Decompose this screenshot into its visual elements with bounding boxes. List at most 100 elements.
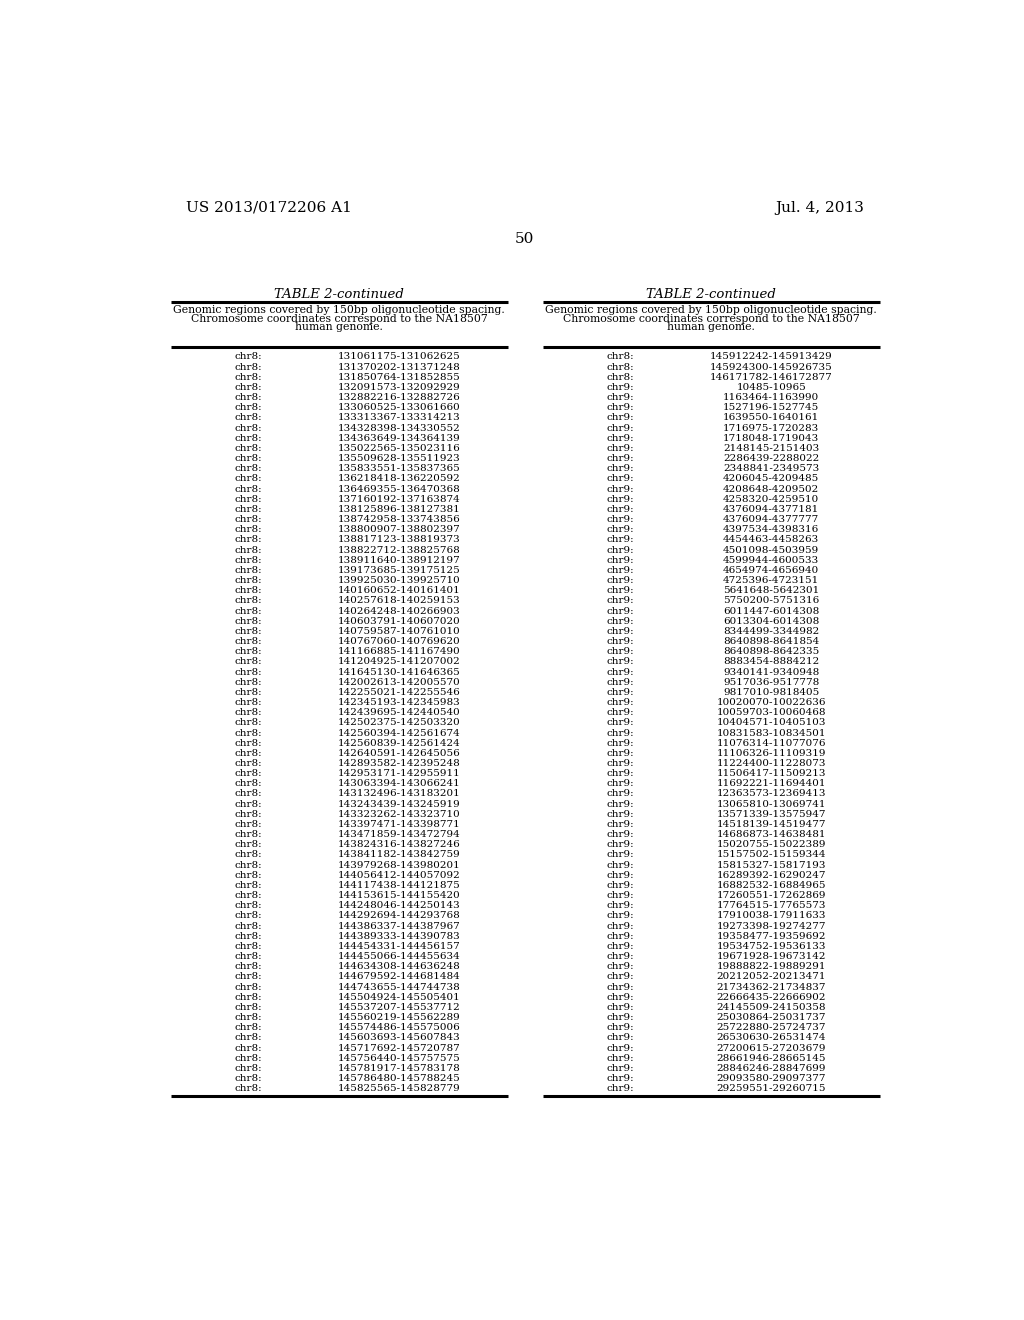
Text: chr8:: chr8:	[234, 952, 262, 961]
Text: chr9:: chr9:	[606, 820, 634, 829]
Text: 29259551-29260715: 29259551-29260715	[717, 1084, 826, 1093]
Text: chr9:: chr9:	[606, 607, 634, 615]
Text: 10404571-10405103: 10404571-10405103	[717, 718, 826, 727]
Text: chr9:: chr9:	[606, 759, 634, 768]
Text: chr8:: chr8:	[234, 607, 262, 615]
Text: 25030864-25031737: 25030864-25031737	[717, 1014, 826, 1022]
Text: chr9:: chr9:	[606, 1053, 634, 1063]
Text: 50: 50	[515, 231, 535, 246]
Text: 134328398-134330552: 134328398-134330552	[338, 424, 461, 433]
Text: chr9:: chr9:	[606, 434, 634, 442]
Text: chr8:: chr8:	[234, 545, 262, 554]
Text: 9817010-9818405: 9817010-9818405	[723, 688, 819, 697]
Text: chr9:: chr9:	[606, 729, 634, 738]
Text: chr8:: chr8:	[234, 770, 262, 779]
Text: 1716975-1720283: 1716975-1720283	[723, 424, 819, 433]
Text: chr8:: chr8:	[234, 424, 262, 433]
Text: 144455066-144455634: 144455066-144455634	[338, 952, 461, 961]
Text: chr9:: chr9:	[606, 748, 634, 758]
Text: 11106326-11109319: 11106326-11109319	[717, 748, 826, 758]
Text: chr8:: chr8:	[234, 434, 262, 442]
Text: 15815327-15817193: 15815327-15817193	[717, 861, 826, 870]
Text: chr8:: chr8:	[234, 515, 262, 524]
Text: chr9:: chr9:	[606, 718, 634, 727]
Text: 8640898-8641854: 8640898-8641854	[723, 638, 819, 645]
Text: chr9:: chr9:	[606, 952, 634, 961]
Text: 11506417-11509213: 11506417-11509213	[717, 770, 826, 779]
Text: chr9:: chr9:	[606, 484, 634, 494]
Text: 138822712-138825768: 138822712-138825768	[338, 545, 461, 554]
Text: chr8:: chr8:	[234, 372, 262, 381]
Text: 17910038-17911633: 17910038-17911633	[717, 911, 826, 920]
Text: chr9:: chr9:	[606, 973, 634, 982]
Text: 17764515-17765573: 17764515-17765573	[717, 902, 826, 911]
Text: 140257618-140259153: 140257618-140259153	[338, 597, 461, 606]
Text: chr9:: chr9:	[606, 454, 634, 463]
Text: 140264248-140266903: 140264248-140266903	[338, 607, 461, 615]
Text: 139925030-139925710: 139925030-139925710	[338, 576, 461, 585]
Text: 4258320-4259510: 4258320-4259510	[723, 495, 819, 504]
Text: 131061175-131062625: 131061175-131062625	[338, 352, 461, 362]
Text: 11224400-11228073: 11224400-11228073	[717, 759, 826, 768]
Text: 142439695-142440540: 142439695-142440540	[338, 708, 461, 717]
Text: 6013304-6014308: 6013304-6014308	[723, 616, 819, 626]
Text: 15020755-15022389: 15020755-15022389	[717, 841, 826, 849]
Text: chr8:: chr8:	[234, 616, 262, 626]
Text: 17260551-17262869: 17260551-17262869	[717, 891, 826, 900]
Text: chr8:: chr8:	[234, 413, 262, 422]
Text: chr8:: chr8:	[234, 444, 262, 453]
Text: chr9:: chr9:	[606, 668, 634, 677]
Text: chr8:: chr8:	[234, 454, 262, 463]
Text: chr8:: chr8:	[234, 576, 262, 585]
Text: 145756440-145757575: 145756440-145757575	[338, 1053, 461, 1063]
Text: chr8:: chr8:	[234, 810, 262, 818]
Text: chr9:: chr9:	[606, 1064, 634, 1073]
Text: Chromosome coordinates correspond to the NA18507: Chromosome coordinates correspond to the…	[563, 314, 859, 323]
Text: chr9:: chr9:	[606, 962, 634, 972]
Text: chr9:: chr9:	[606, 688, 634, 697]
Text: 16289392-16290247: 16289392-16290247	[717, 871, 826, 880]
Text: chr9:: chr9:	[606, 861, 634, 870]
Text: chr8:: chr8:	[606, 372, 634, 381]
Text: 145717692-145720787: 145717692-145720787	[338, 1044, 461, 1052]
Text: chr8:: chr8:	[606, 363, 634, 372]
Text: 145574486-145575006: 145574486-145575006	[338, 1023, 461, 1032]
Text: chr8:: chr8:	[234, 861, 262, 870]
Text: chr9:: chr9:	[606, 911, 634, 920]
Text: chr8:: chr8:	[234, 1023, 262, 1032]
Text: chr9:: chr9:	[606, 932, 634, 941]
Text: chr8:: chr8:	[234, 1053, 262, 1063]
Text: chr9:: chr9:	[606, 800, 634, 809]
Text: 138817123-138819373: 138817123-138819373	[338, 536, 461, 544]
Text: 143979268-143980201: 143979268-143980201	[338, 861, 461, 870]
Text: 143243439-143245919: 143243439-143245919	[338, 800, 461, 809]
Text: chr8:: chr8:	[234, 352, 262, 362]
Text: US 2013/0172206 A1: US 2013/0172206 A1	[186, 201, 352, 215]
Text: chr8:: chr8:	[234, 404, 262, 412]
Text: chr8:: chr8:	[234, 484, 262, 494]
Text: chr8:: chr8:	[234, 647, 262, 656]
Text: 1639550-1640161: 1639550-1640161	[723, 413, 819, 422]
Text: chr8:: chr8:	[606, 352, 634, 362]
Text: chr9:: chr9:	[606, 495, 634, 504]
Text: chr8:: chr8:	[234, 536, 262, 544]
Text: 141204925-141207002: 141204925-141207002	[338, 657, 461, 667]
Text: chr9:: chr9:	[606, 616, 634, 626]
Text: chr9:: chr9:	[606, 515, 634, 524]
Text: chr8:: chr8:	[234, 525, 262, 535]
Text: chr9:: chr9:	[606, 444, 634, 453]
Text: 145537207-145537712: 145537207-145537712	[338, 1003, 461, 1012]
Text: chr9:: chr9:	[606, 841, 634, 849]
Text: 142002613-142005570: 142002613-142005570	[338, 677, 461, 686]
Text: chr9:: chr9:	[606, 902, 634, 911]
Text: chr8:: chr8:	[234, 688, 262, 697]
Text: chr8:: chr8:	[234, 708, 262, 717]
Text: chr8:: chr8:	[234, 1044, 262, 1052]
Text: 4376094-4377181: 4376094-4377181	[723, 506, 819, 513]
Text: 136469355-136470368: 136469355-136470368	[338, 484, 461, 494]
Text: TABLE 2-continued: TABLE 2-continued	[646, 288, 776, 301]
Text: 143063394-143066241: 143063394-143066241	[338, 779, 461, 788]
Text: 19671928-19673142: 19671928-19673142	[717, 952, 826, 961]
Text: chr9:: chr9:	[606, 1014, 634, 1022]
Text: 26530630-26531474: 26530630-26531474	[717, 1034, 826, 1043]
